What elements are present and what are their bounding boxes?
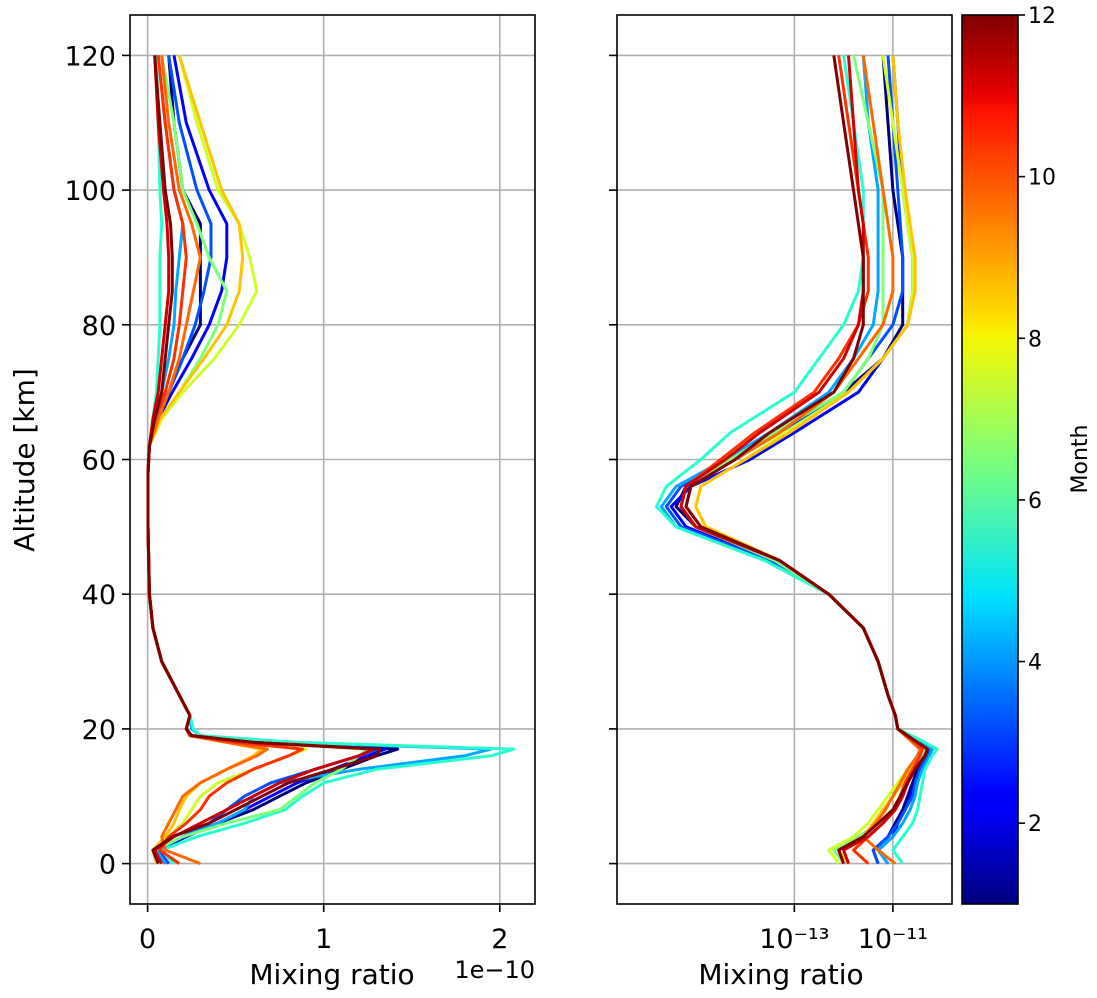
colorbar-label: Month (1068, 425, 1093, 494)
left-x-offset-text: 1e−10 (454, 956, 535, 984)
colorbar-tick-label: 8 (1028, 327, 1042, 352)
y-tick-label: 20 (82, 715, 116, 746)
y-tick-label: 60 (82, 446, 116, 477)
left-x-tick-label: 0 (139, 924, 156, 955)
colorbar-tick-label: 2 (1028, 812, 1042, 837)
right-x-tick-label: 10⁻¹¹ (858, 924, 928, 955)
colorbar-gradient (961, 14, 1019, 905)
right-series-month-12 (684, 55, 929, 865)
left-x-axis-label: Mixing ratio (249, 958, 414, 991)
right-lines (654, 55, 939, 865)
y-tick-label: 100 (64, 176, 116, 207)
colorbar-ticks: 2 4 6 8 10 12 (1018, 4, 1056, 837)
right-ticks: 10⁻¹³ 10⁻¹¹ (609, 54, 928, 955)
left-lines (146, 54, 516, 866)
colorbar: 2 4 6 8 10 12 Month (961, 4, 1093, 905)
left-panel: 0 20 40 60 80 100 120 0 1 2 Mixing ratio 1e−10 Al… (8, 14, 536, 991)
right-panel: 10⁻¹³ 10⁻¹¹ Mixing ratio (609, 14, 953, 991)
y-axis-label: Altitude [km] (8, 368, 41, 552)
colorbar-tick-label: 4 (1028, 651, 1042, 676)
y-tick-label: 40 (82, 580, 116, 611)
left-ticks: 0 20 40 60 80 100 120 0 1 2 (64, 41, 508, 955)
right-grid (617, 15, 952, 904)
y-tick-label: 0 (99, 850, 116, 881)
left-series-month-12 (146, 55, 382, 865)
colorbar-tick-label: 12 (1028, 4, 1056, 29)
y-tick-label: 80 (82, 311, 116, 342)
left-x-tick-label: 1 (315, 924, 332, 955)
right-x-tick-label: 10⁻¹³ (759, 924, 829, 955)
colorbar-tick-label: 10 (1028, 166, 1056, 191)
right-x-axis-label: Mixing ratio (698, 958, 863, 991)
y-tick-label: 120 (64, 41, 116, 72)
colorbar-tick-label: 6 (1028, 489, 1042, 514)
left-x-tick-label: 2 (491, 924, 508, 955)
